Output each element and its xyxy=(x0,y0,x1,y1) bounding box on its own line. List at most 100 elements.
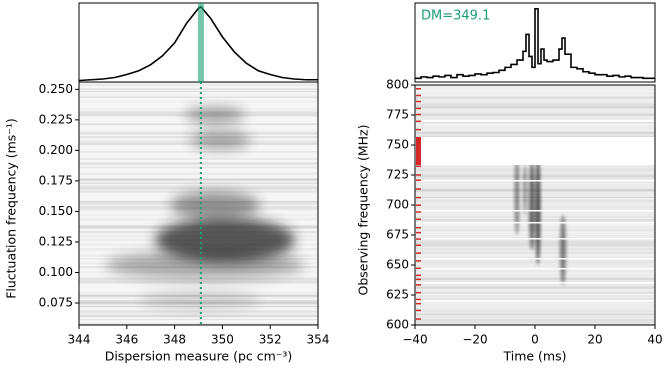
noise xyxy=(415,243,655,245)
noise xyxy=(415,279,655,282)
masked-line xyxy=(415,222,655,224)
noise xyxy=(415,242,655,244)
noise xyxy=(415,244,655,247)
flag xyxy=(416,165,421,168)
noise xyxy=(415,317,655,320)
noise xyxy=(79,312,318,314)
noise xyxy=(415,94,655,97)
y-tick-label: 675 xyxy=(386,228,409,242)
streak xyxy=(523,165,527,215)
blob xyxy=(170,191,260,219)
noise xyxy=(415,313,655,315)
x-tick-label: 0 xyxy=(531,333,539,347)
noise xyxy=(415,251,655,253)
noise xyxy=(415,229,655,232)
noise xyxy=(415,286,655,289)
flag xyxy=(416,267,421,270)
noise xyxy=(415,219,655,222)
flag xyxy=(416,238,421,240)
noise xyxy=(415,239,655,241)
noise xyxy=(79,189,318,192)
noise xyxy=(79,281,318,284)
flag xyxy=(416,211,421,213)
noise xyxy=(79,90,318,93)
noise xyxy=(415,233,655,235)
x-tick-label: 354 xyxy=(307,333,330,347)
flag xyxy=(416,128,421,131)
noise xyxy=(415,234,655,236)
flag xyxy=(416,231,421,234)
noise xyxy=(415,177,655,179)
heatmap-image xyxy=(415,85,655,325)
y-tick-label: 800 xyxy=(386,78,409,92)
noise xyxy=(79,82,318,84)
noise xyxy=(415,95,655,98)
noise xyxy=(79,186,318,189)
noise xyxy=(415,294,655,297)
x-tick-label: 40 xyxy=(647,333,662,347)
noise xyxy=(415,126,655,129)
x-tick-label: 350 xyxy=(211,333,234,347)
noise xyxy=(79,94,318,97)
masked-line xyxy=(415,300,655,302)
noise xyxy=(79,178,318,181)
x-axis-label: Dispersion measure (pc cm⁻³) xyxy=(105,349,293,364)
blob xyxy=(140,290,260,310)
y-tick-label: 775 xyxy=(386,108,409,122)
noise xyxy=(79,217,318,220)
dm-band xyxy=(197,3,204,82)
flag xyxy=(416,278,421,281)
noise xyxy=(415,224,655,226)
noise xyxy=(79,182,318,184)
noise xyxy=(415,265,655,268)
blob xyxy=(155,218,295,262)
noise xyxy=(415,106,655,109)
noise xyxy=(415,232,655,235)
noise xyxy=(79,315,318,318)
noise xyxy=(79,131,318,133)
noise xyxy=(79,84,318,86)
masked-band xyxy=(415,137,655,165)
y-tick-label: 750 xyxy=(386,138,409,152)
flag xyxy=(416,302,421,305)
masked-line xyxy=(415,210,655,212)
y-tick-label: 0.250 xyxy=(39,82,73,96)
flag xyxy=(416,291,421,294)
noise xyxy=(415,181,655,184)
noise xyxy=(79,100,318,103)
noise xyxy=(79,162,318,165)
y-tick-label: 0.150 xyxy=(39,204,73,218)
streak xyxy=(514,155,520,235)
noise xyxy=(79,166,318,169)
noise xyxy=(415,135,655,138)
noise xyxy=(415,189,655,192)
noise xyxy=(415,256,655,259)
noise xyxy=(79,323,318,325)
noise xyxy=(415,89,655,93)
noise xyxy=(415,313,655,316)
noise xyxy=(79,187,318,189)
flag xyxy=(416,244,421,246)
noise xyxy=(415,310,655,313)
flag xyxy=(416,218,421,221)
noise xyxy=(415,312,655,314)
noise xyxy=(415,252,655,254)
x-tick-label: −40 xyxy=(402,333,427,347)
noise xyxy=(415,236,655,238)
masked-line xyxy=(415,180,655,182)
noise xyxy=(415,298,655,301)
y-tick-label: 0.075 xyxy=(39,296,73,310)
masked-line xyxy=(415,120,655,122)
heatmap-image xyxy=(79,82,318,325)
flag xyxy=(416,179,421,181)
annotation: DM=349.1 xyxy=(421,9,490,24)
noise xyxy=(415,129,655,131)
masked-line xyxy=(415,282,655,284)
noise xyxy=(415,277,655,279)
y-tick-label: 725 xyxy=(386,168,409,182)
noise xyxy=(79,318,318,321)
y-tick-label: 600 xyxy=(386,318,409,332)
blob xyxy=(105,251,305,279)
noise xyxy=(79,279,318,282)
